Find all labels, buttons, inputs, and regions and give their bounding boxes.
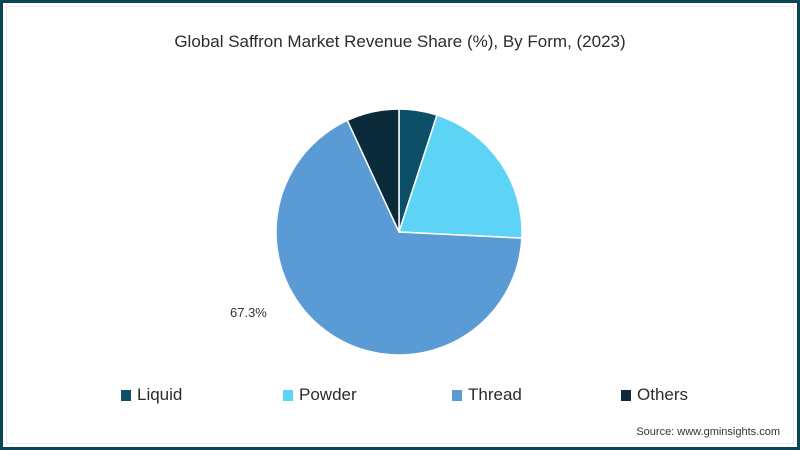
thread-data-label: 67.3% xyxy=(230,305,267,320)
pie-slices xyxy=(275,108,523,356)
legend: Liquid Powder Thread Others xyxy=(0,384,800,406)
legend-item-powder[interactable]: Powder xyxy=(283,384,357,406)
pie-slice-thread[interactable] xyxy=(275,119,523,356)
pie-slice-others[interactable] xyxy=(346,108,400,233)
legend-swatch-powder xyxy=(283,389,293,401)
legend-label-thread: Thread xyxy=(468,385,522,404)
pie-slice-powder[interactable] xyxy=(398,114,523,239)
legend-label-powder: Powder xyxy=(299,385,357,404)
legend-item-others[interactable]: Others xyxy=(621,384,688,406)
source-note: Source: www.gminsights.com xyxy=(636,426,780,438)
legend-label-liquid: Liquid xyxy=(137,385,183,404)
chart-title: Global Saffron Market Revenue Share (%),… xyxy=(174,32,626,51)
legend-swatch-thread xyxy=(452,389,462,401)
legend-swatch-liquid xyxy=(121,389,131,401)
legend-swatch-others xyxy=(621,389,631,401)
legend-label-others: Others xyxy=(637,385,689,404)
legend-item-liquid[interactable]: Liquid xyxy=(121,384,182,406)
legend-item-thread[interactable]: Thread xyxy=(452,384,522,406)
